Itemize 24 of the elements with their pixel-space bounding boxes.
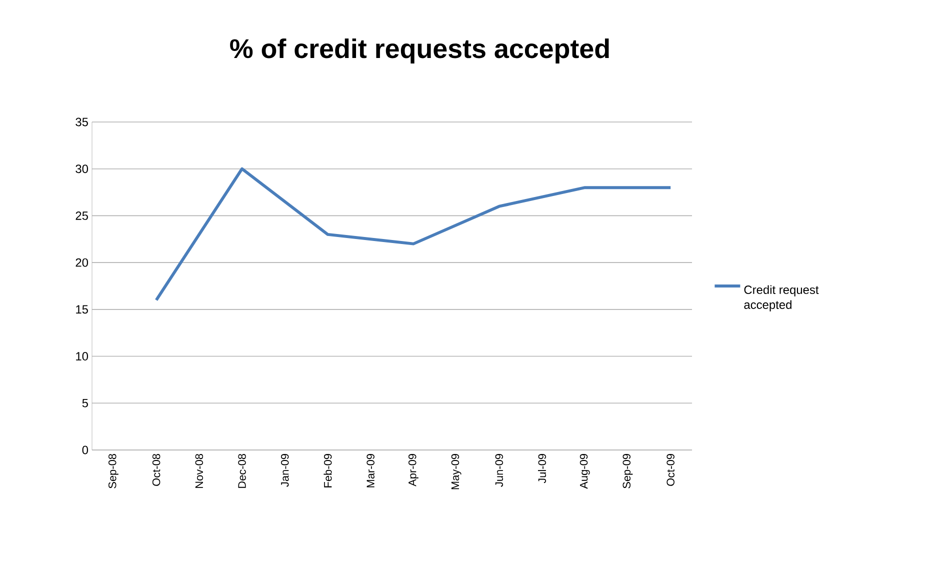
legend-label: Credit request accepted [744, 285, 819, 312]
x-tick-label: Apr-09 [408, 454, 418, 486]
x-tick-label: Aug-09 [580, 454, 590, 489]
x-tick-label: Jan-09 [281, 454, 289, 487]
x-tick-label: May-09 [451, 454, 462, 490]
x-tick-label: Sep-09 [622, 454, 633, 488]
y-tick-label: 20 [76, 258, 88, 267]
x-tick-label: Dec-08 [238, 454, 246, 488]
x-tick-label: Jun-09 [495, 454, 504, 487]
y-tick-label: 5 [82, 398, 88, 408]
y-tick-label: 30 [76, 164, 88, 174]
y-tick-label: 0 [82, 446, 88, 454]
y-tick-label: 35 [76, 118, 88, 126]
x-tick-label: Sep-08 [108, 454, 118, 488]
x-tick-label: Oct-09 [666, 454, 674, 486]
x-tick-label: Feb-09 [324, 454, 332, 488]
y-tick-label: 25 [76, 211, 88, 220]
x-tick-label: Nov-08 [195, 454, 204, 488]
y-tick-label: 15 [76, 305, 88, 314]
chart-title: % of credit requests accepted [230, 38, 609, 64]
x-tick-label: Mar-09 [366, 454, 374, 488]
x-tick-label: Jul-09 [538, 454, 546, 484]
y-tick-label: 10 [76, 352, 88, 360]
x-tick-label: Oct-08 [152, 454, 160, 486]
